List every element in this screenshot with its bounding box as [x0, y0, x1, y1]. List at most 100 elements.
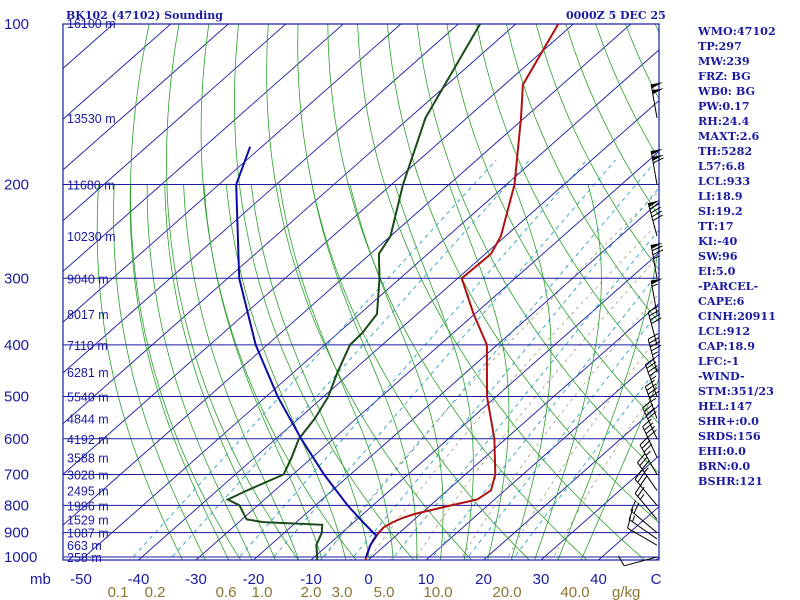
mixing-ratio-label: 0.6 — [216, 584, 237, 600]
wind-barb-flag — [651, 242, 663, 249]
mixing-ratio-label: 2.0 — [301, 584, 322, 600]
temperature-tick-label: 30 — [533, 571, 550, 588]
wind-barb-half — [645, 450, 651, 456]
wind-barb-full — [637, 453, 646, 463]
height-label: 3028 m — [67, 468, 109, 482]
temperature-tick-label: -40 — [128, 571, 150, 588]
plot-frame — [62, 23, 660, 561]
wind-barb-full — [637, 472, 645, 483]
pressure-tick-label: 700 — [4, 466, 29, 483]
wind-barb-full — [649, 390, 660, 399]
index-item: LCL:933 — [698, 174, 751, 188]
wind-barb-full — [648, 337, 660, 344]
wind-barb-half — [652, 351, 658, 356]
wind-barb-shaft — [630, 510, 658, 534]
index-item: BSHR:121 — [698, 474, 763, 488]
wind-barb-full — [650, 206, 661, 214]
height-label: 258 m — [67, 551, 102, 565]
wind-barb-full — [646, 383, 657, 391]
wind-barb-shaft — [647, 339, 658, 373]
height-label: 5540 m — [67, 391, 109, 405]
mixing-ratio-label: 5.0 — [374, 584, 395, 600]
moist-adiabat-line — [183, 184, 300, 560]
height-label: 2495 m — [67, 484, 109, 498]
index-item: BRN:0.0 — [698, 459, 751, 473]
moist-guide-line — [322, 190, 659, 560]
station-title: BK102 (47102) Sounding — [66, 9, 223, 22]
wind-barb — [642, 418, 658, 458]
isotherm-lines — [63, 24, 659, 560]
mixing-ratio-label: 0.1 — [108, 584, 129, 600]
index-item: TP:297 — [698, 39, 742, 53]
moist-guide-line — [460, 293, 659, 560]
temperature-tick-label: 0 — [364, 571, 372, 588]
index-item: LFC:-1 — [698, 354, 740, 368]
dry-adiabat-line — [386, 24, 659, 524]
mixing-ratio-line — [319, 159, 657, 560]
height-label: 3588 m — [67, 451, 109, 465]
index-item: RH:24.4 — [698, 114, 750, 128]
wind-barb-full — [645, 425, 656, 435]
wind-barb-shaft — [639, 444, 658, 475]
wind-barb-full — [650, 340, 661, 348]
index-item: L57:6.8 — [698, 159, 746, 173]
wind-barb — [647, 200, 663, 237]
index-item: TH:5282 — [698, 144, 753, 158]
isotherm-line — [310, 252, 659, 560]
wind-barb-flag — [651, 82, 663, 89]
wind-barb-shaft — [642, 426, 658, 458]
pressure-tick-label: 300 — [4, 270, 29, 287]
wind-barb — [617, 555, 658, 567]
wind-barb — [639, 436, 658, 475]
dry-adiabat-line — [266, 24, 473, 560]
height-label: 13530 m — [67, 112, 116, 126]
pressure-tick-label: 100 — [4, 16, 29, 33]
mixing-ratio-label: 1.0 — [252, 584, 273, 600]
mixing-ratio-units-label: g/kg — [612, 584, 640, 600]
index-item: HEL:147 — [698, 399, 753, 413]
dry-adiabat-line — [357, 24, 646, 560]
wind-barb-half — [651, 283, 658, 287]
wind-barb-shaft — [637, 462, 658, 491]
wind-barb-full — [643, 443, 653, 453]
wind-barb-full — [639, 475, 648, 486]
index-item: SRDS:156 — [698, 429, 761, 443]
mixing-ratio-label: 10.0 — [423, 584, 452, 600]
pressure-tick-label: 500 — [4, 389, 29, 406]
temperature-tick-label: 10 — [418, 571, 435, 588]
mixing-ratio-line — [168, 159, 530, 560]
moist-adiabat-line — [279, 184, 394, 560]
wind-barb-flag — [651, 148, 663, 155]
wind-barb — [628, 508, 658, 540]
wind-barb — [650, 148, 664, 185]
isotherm-line — [367, 303, 659, 560]
dry-adiabat-lines — [130, 24, 659, 560]
isotherm-line — [137, 99, 659, 560]
index-item: STM:351/23 — [698, 384, 774, 398]
height-label: 9040 m — [67, 272, 109, 286]
wind-barb-shaft — [634, 478, 658, 506]
wind-barb-shaft — [628, 519, 658, 540]
wind-barb — [630, 500, 658, 534]
wind-barb-full — [633, 502, 640, 514]
wind-barb — [634, 469, 658, 506]
isotherm-line — [80, 49, 659, 560]
moist-adiabat-lines — [96, 184, 659, 560]
dry-adiabat-line — [130, 24, 242, 560]
wind-barb-full — [627, 516, 631, 529]
wind-barb-full — [649, 368, 660, 377]
isotherm-line — [63, 24, 229, 171]
height-label: 11680 m — [67, 178, 115, 192]
index-item: MW:239 — [698, 54, 750, 68]
index-item: MAXT:2.6 — [698, 129, 760, 143]
sounding-profiles — [225, 24, 560, 560]
index-item: PW:0.17 — [698, 99, 750, 113]
moist-guide-line — [552, 384, 659, 560]
mixing-ratio-line — [270, 159, 616, 560]
wind-barb-half — [650, 397, 657, 403]
index-item: KI:-40 — [698, 234, 738, 248]
height-label: 4844 m — [67, 413, 109, 427]
moist-adiabat-line — [250, 184, 370, 560]
moist-adiabat-line — [146, 184, 253, 560]
